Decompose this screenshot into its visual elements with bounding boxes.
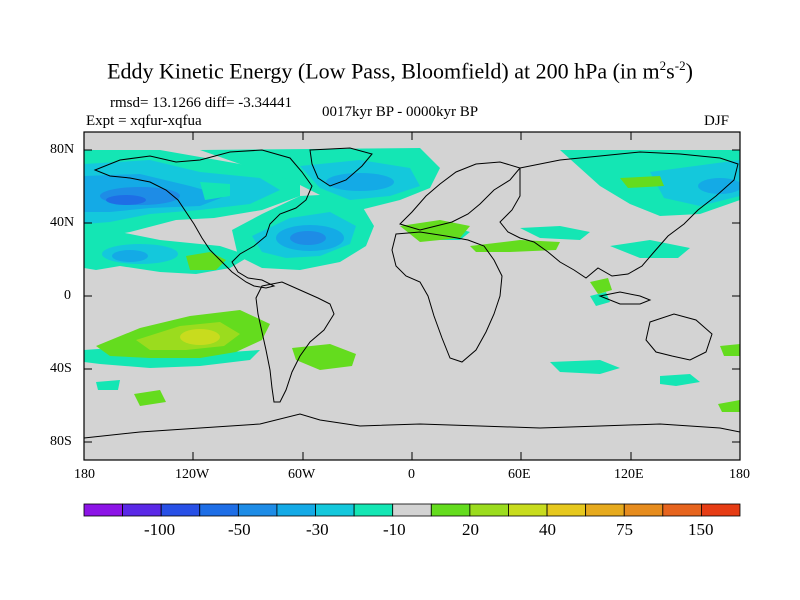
x-tick-label: 0 [408,467,415,482]
x-axis-ticks [192,132,632,460]
colorbar-label: -50 [228,520,251,539]
x-tick-label: 60E [508,467,531,482]
positive-anomalies [96,176,740,412]
colorbar-swatch [199,503,239,517]
colorbar-swatch [623,503,664,517]
colorbar-label: -30 [306,520,329,539]
colorbar-swatch [585,503,625,517]
experiment-label: Expt = xqfur-xqfua [86,113,202,129]
period-label: 0017kyr BP - 0000kyr BP [322,104,479,120]
colorbar-swatch [237,503,278,517]
colorbar-swatch [160,503,201,517]
colorbar-swatch [430,503,471,517]
rmsd-diff-label: rmsd= 13.1266 diff= -3.34441 [110,95,293,111]
colorbar-swatch [122,503,162,517]
colorbar-swatch [508,503,548,517]
y-tick-label: 80N [50,142,75,157]
colorbar-swatch [701,503,741,517]
north-pacific-anomaly [84,150,300,274]
x-tick-label: 120W [175,467,210,482]
y-tick-label: 40N [50,215,75,230]
y-tick-label: 40S [50,361,72,376]
north-atlantic-anomaly [232,194,374,270]
colorbar-swatch [83,503,123,517]
coastlines [84,147,740,439]
season-label: DJF [704,113,730,129]
x-tick-label: 180 [729,467,750,482]
y-tick-label: 80S [50,434,72,449]
colorbar-swatch [315,503,355,517]
x-tick-label: 120E [614,467,644,482]
colorbar-label: -100 [144,520,176,539]
x-tick-label: 60W [288,467,316,482]
colorbar-label: 150 [688,520,714,539]
y-tick-label: 0 [64,288,71,303]
chart-title: Eddy Kinetic Energy (Low Pass, Bloomfiel… [107,58,693,84]
colorbar-label: 40 [539,520,556,539]
colorbar-swatch [469,503,509,517]
colorbar-label: 75 [616,520,633,539]
colorbar-label: -10 [383,520,406,539]
anomaly-fields [84,147,740,439]
colorbar-swatch [392,503,432,517]
colorbar-swatch [276,503,316,517]
colorbar-swatch [546,503,587,517]
colorbar-label: 20 [462,520,479,539]
x-tick-label: 180 [74,467,95,482]
colorbar [83,503,741,517]
y-axis-ticks [84,149,740,443]
colorbar-swatch [662,503,702,517]
colorbar-swatch [353,503,394,517]
